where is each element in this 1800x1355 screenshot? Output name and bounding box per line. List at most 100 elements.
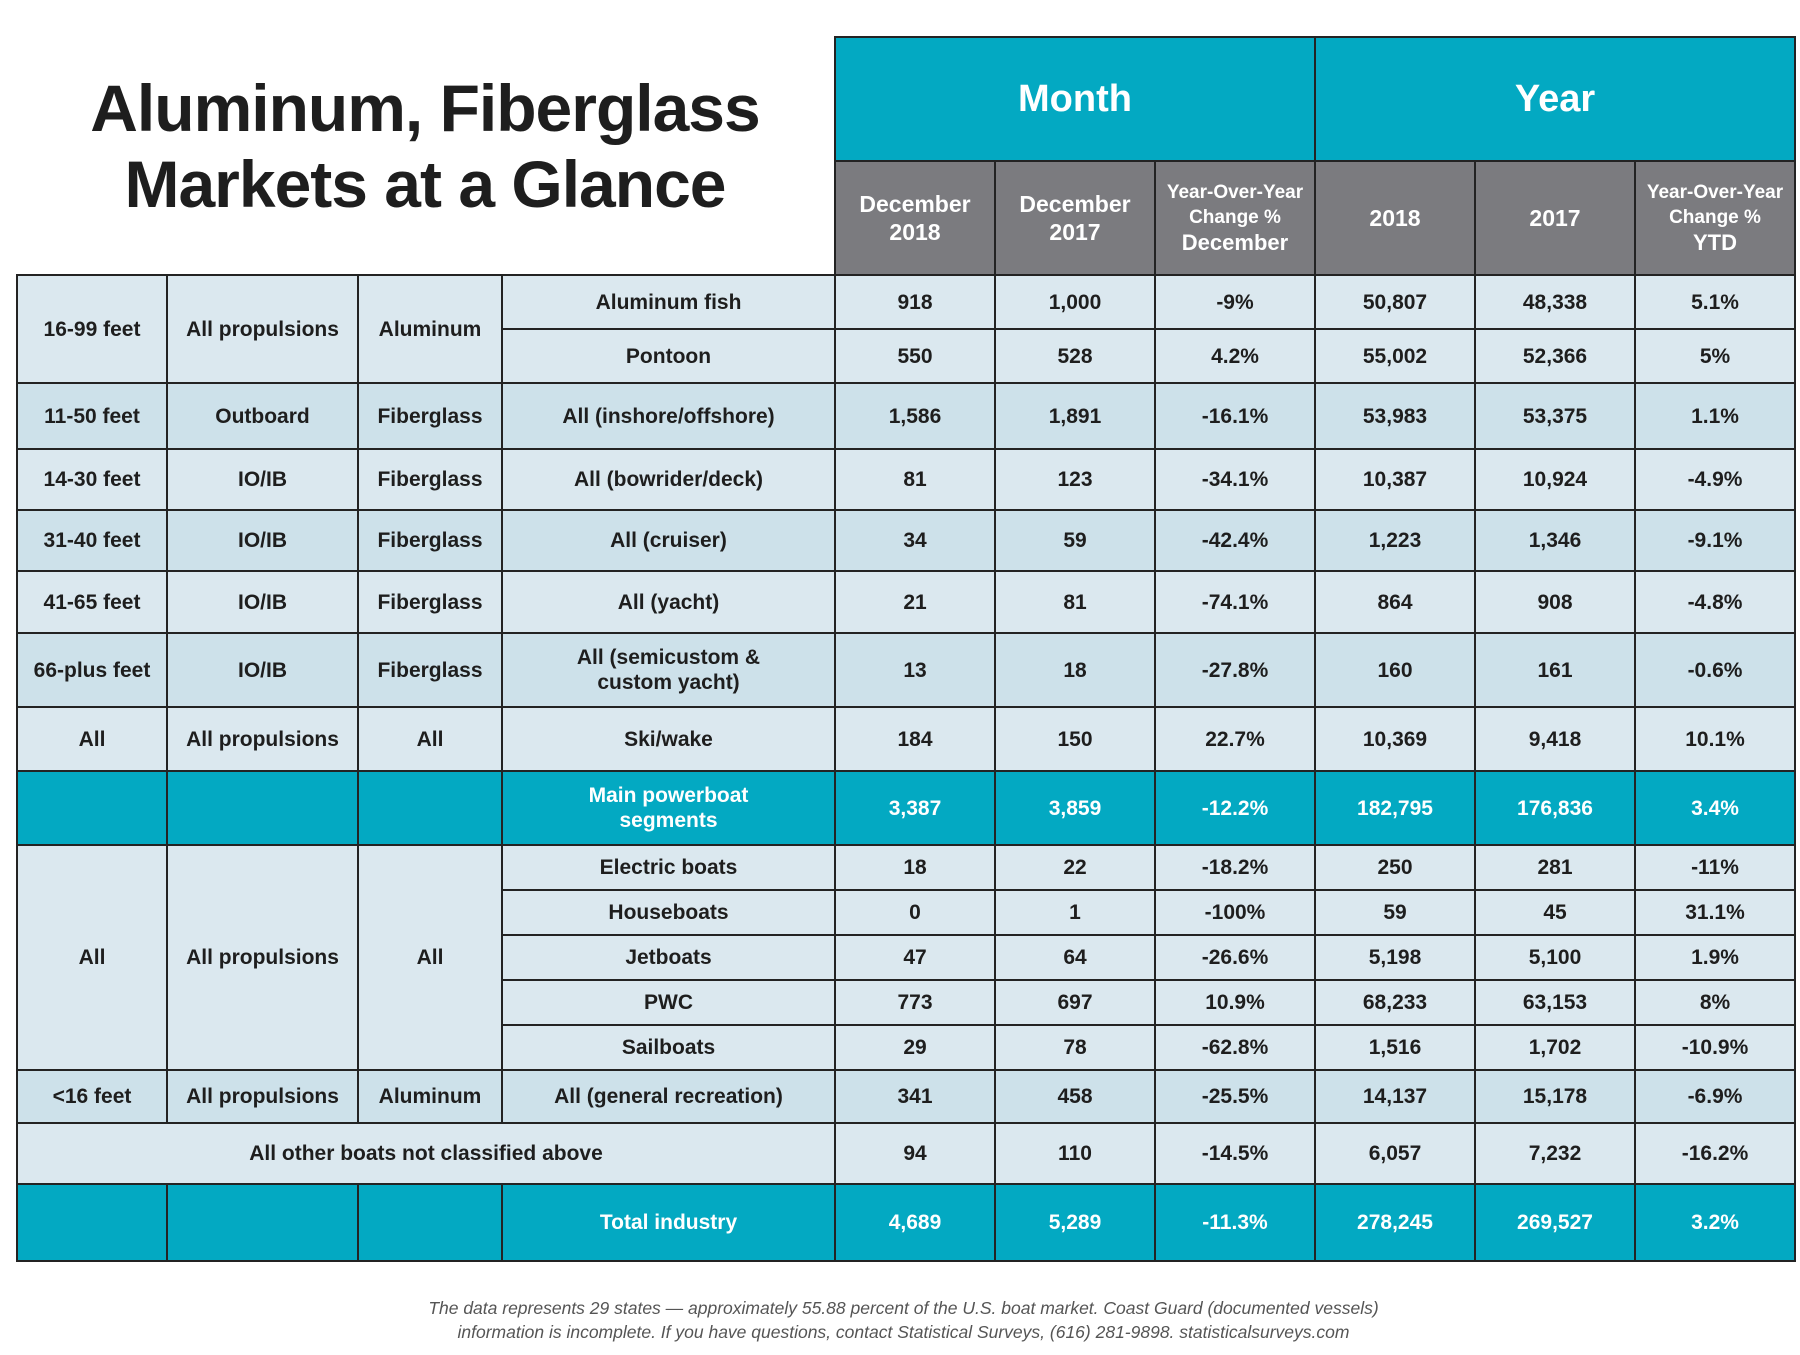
propulsion-cell: IO/IB: [166, 570, 359, 634]
size-cell: All: [16, 844, 168, 1071]
table-row: Jetboats 47 64 -26.6% 5,198 5,100 1.9%: [17, 934, 1796, 981]
value-cell: 278,245: [1314, 1183, 1476, 1262]
segment-cell: All (inshore/offshore): [501, 382, 836, 450]
material-cell: Fiberglass: [357, 632, 503, 708]
value-cell: 22.7%: [1154, 706, 1316, 772]
segment-cell: Electric boats: [501, 844, 836, 891]
segment-cell: Aluminum fish: [501, 274, 836, 330]
material-cell: Fiberglass: [357, 382, 503, 450]
value-cell: 10,387: [1314, 448, 1476, 511]
value-cell: 53,375: [1474, 382, 1636, 450]
value-cell: 6,057: [1314, 1122, 1476, 1185]
footnote-line-2: information is incomplete. If you have q…: [457, 1322, 1350, 1342]
table-row: All All propulsions All Ski/wake 184 150…: [16, 706, 1796, 772]
propulsion-cell: IO/IB: [166, 509, 359, 572]
propulsion-cell: IO/IB: [166, 632, 359, 708]
title-line-2: Markets at a Glance: [124, 147, 727, 221]
value-cell: 52,366: [1474, 328, 1636, 384]
value-cell: 64: [994, 934, 1156, 981]
material-cell: All: [357, 844, 503, 1071]
size-cell: 14-30 feet: [16, 448, 168, 511]
value-cell: -42.4%: [1154, 509, 1316, 572]
value-cell: 1.9%: [1634, 934, 1796, 981]
table-row: 66-plus feet IO/IB Fiberglass All (semic…: [16, 632, 1796, 708]
col-header-2018: 2018: [1314, 160, 1476, 276]
value-cell: 1: [994, 889, 1156, 936]
value-cell: 3.4%: [1634, 770, 1796, 846]
blank-cell: [166, 770, 359, 846]
value-cell: 13: [834, 632, 996, 708]
value-cell: -9.1%: [1634, 509, 1796, 572]
value-cell: -26.6%: [1154, 934, 1316, 981]
value-cell: 94: [834, 1122, 996, 1185]
propulsion-cell: All propulsions: [166, 844, 359, 1071]
value-cell: 3.2%: [1634, 1183, 1796, 1262]
value-cell: 1,000: [994, 274, 1156, 330]
col-header-december-2018: December 2018: [834, 160, 996, 276]
size-cell: 11-50 feet: [16, 382, 168, 450]
value-cell: 176,836: [1474, 770, 1636, 846]
year-header: Year: [1314, 36, 1796, 162]
value-cell: 864: [1314, 570, 1476, 634]
value-cell: 1,346: [1474, 509, 1636, 572]
segment-cell: Houseboats: [501, 889, 836, 936]
value-cell: 10,924: [1474, 448, 1636, 511]
footnote-line-1: The data represents 29 states — approxim…: [428, 1298, 1379, 1318]
value-cell: 29: [834, 1024, 996, 1071]
material-cell: Fiberglass: [357, 509, 503, 572]
propulsion-cell: All propulsions: [166, 1069, 359, 1124]
segment-cell: All (cruiser): [501, 509, 836, 572]
value-cell: 110: [994, 1122, 1156, 1185]
segment-cell: PWC: [501, 979, 836, 1026]
value-cell: -34.1%: [1154, 448, 1316, 511]
value-cell: 160: [1314, 632, 1476, 708]
value-cell: 5,289: [994, 1183, 1156, 1262]
value-cell: 5%: [1634, 328, 1796, 384]
value-cell: -100%: [1154, 889, 1316, 936]
table-row: 41-65 feet IO/IB Fiberglass All (yacht) …: [16, 570, 1796, 634]
material-cell: All: [357, 706, 503, 772]
value-cell: -62.8%: [1154, 1024, 1316, 1071]
segment-cell: Main powerboat segments: [501, 770, 836, 846]
value-cell: 773: [834, 979, 996, 1026]
value-cell: -16.1%: [1154, 382, 1316, 450]
value-cell: -27.8%: [1154, 632, 1316, 708]
propulsion-cell: All propulsions: [166, 706, 359, 772]
value-cell: 48,338: [1474, 274, 1636, 330]
value-cell: 1,516: [1314, 1024, 1476, 1071]
value-cell: -11.3%: [1154, 1183, 1316, 1262]
value-cell: 31.1%: [1634, 889, 1796, 936]
value-cell: -9%: [1154, 274, 1316, 330]
blank-cell: [357, 770, 503, 846]
table-row: All All propulsions All Electric boats 1…: [16, 844, 1796, 1071]
value-cell: -10.9%: [1634, 1024, 1796, 1071]
segment-cell: All (general recreation): [501, 1069, 836, 1124]
value-cell: 55,002: [1314, 328, 1476, 384]
page-title: Aluminum, Fiberglass Markets at a Glance: [40, 70, 810, 222]
material-cell: Fiberglass: [357, 448, 503, 511]
col-header-yoy-december: Year-Over-Year Change % December: [1154, 160, 1316, 276]
size-cell: 41-65 feet: [16, 570, 168, 634]
value-cell: 45: [1474, 889, 1636, 936]
size-cell: <16 feet: [16, 1069, 168, 1124]
segment-cell: Pontoon: [501, 328, 836, 384]
value-cell: 15,178: [1474, 1069, 1636, 1124]
value-cell: 1,702: [1474, 1024, 1636, 1071]
value-cell: 53,983: [1314, 382, 1476, 450]
value-cell: 3,859: [994, 770, 1156, 846]
footnote: The data represents 29 states — approxim…: [16, 1296, 1791, 1344]
value-cell: 50,807: [1314, 274, 1476, 330]
table-row: PWC 773 697 10.9% 68,233 63,153 8%: [17, 979, 1796, 1026]
value-cell: 550: [834, 328, 996, 384]
value-cell: 8%: [1634, 979, 1796, 1026]
value-cell: 908: [1474, 570, 1636, 634]
value-cell: 161: [1474, 632, 1636, 708]
header-spacer: [17, 161, 835, 275]
value-cell: -0.6%: [1634, 632, 1796, 708]
segment-cell: Ski/wake: [501, 706, 836, 772]
blank-cell: [357, 1183, 503, 1262]
header-spacer: [17, 37, 835, 161]
col-header-2017: 2017: [1474, 160, 1636, 276]
material-cell: Fiberglass: [357, 570, 503, 634]
table-row: <16 feet All propulsions Aluminum All (g…: [16, 1069, 1796, 1124]
